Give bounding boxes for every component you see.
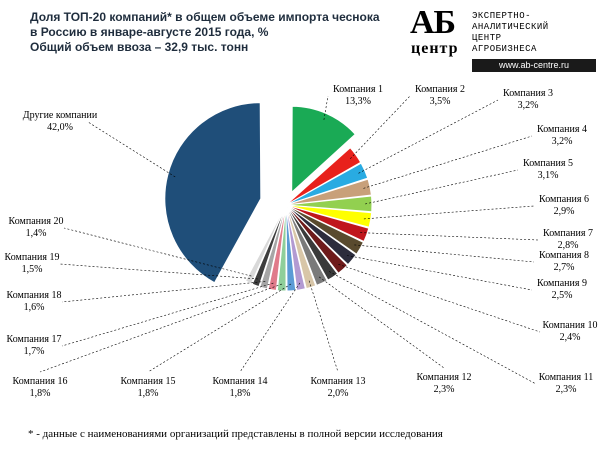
logo-mark: АБ центр — [408, 4, 470, 60]
leader-line-8 — [354, 244, 535, 263]
slice-value-8: 2,7% — [554, 262, 575, 273]
leader-line-17 — [61, 282, 274, 347]
logo-text-line-1: ЭКСПЕРТНО- — [472, 11, 532, 21]
leader-line-13 — [308, 280, 339, 373]
slice-value-1: 13,3% — [345, 96, 371, 107]
slice-value-3: 3,2% — [518, 100, 539, 111]
slice-value-11: 2,3% — [556, 384, 577, 395]
logo-mark-letters: АБ — [410, 4, 456, 41]
logo-text-line-2: АНАЛИТИЧЕСКИЙ — [472, 22, 549, 32]
slice-value-7: 2,8% — [558, 240, 579, 251]
slice-value-16: 1,8% — [30, 388, 51, 399]
slice-value-6: 2,9% — [554, 206, 575, 217]
pie-slice-11 — [285, 204, 339, 281]
slice-label-8: Компания 8 — [539, 250, 589, 261]
pie-slice-1 — [291, 105, 356, 194]
slice-value-12: 2,3% — [434, 384, 455, 395]
slice-label-14: Компания 14 — [213, 376, 268, 387]
leader-line-15 — [147, 283, 292, 373]
pie-slices — [164, 102, 373, 292]
pie-slice-8 — [285, 204, 365, 255]
title-line-1: Доля ТОП-20 компаний* в общем объеме имп… — [30, 10, 380, 24]
slice-label-16: Компания 16 — [13, 376, 68, 387]
slice-value-2: 3,5% — [430, 96, 451, 107]
pie-slice-14 — [285, 204, 306, 291]
slice-label-10: Компания 10 — [543, 320, 598, 331]
pie-slice-9 — [285, 204, 357, 266]
slice-label-12: Компания 12 — [417, 372, 472, 383]
slice-label-11: Компания 11 — [539, 372, 594, 383]
pie-slice-3 — [285, 162, 369, 206]
slice-value-4: 3,2% — [552, 136, 573, 147]
footnote: * - данные с наименованиями организаций … — [28, 428, 443, 440]
slice-label-19: Компания 19 — [5, 252, 60, 263]
leader-line-21 — [87, 121, 176, 178]
slice-label-9: Компания 9 — [537, 278, 587, 289]
leader-line-16 — [39, 283, 283, 373]
ab-centre-logo: АБ центр ЭКСПЕРТНО- АНАЛИТИЧЕСКИЙ ЦЕНТР … — [408, 4, 598, 72]
slice-value-5: 3,1% — [538, 170, 559, 181]
leader-line-20 — [63, 227, 252, 277]
leader-line-14 — [239, 282, 301, 373]
slice-label-17: Компания 17 — [7, 334, 62, 345]
slice-label-20: Компания 20 — [9, 216, 64, 227]
pie-slice-5 — [285, 195, 373, 213]
leader-line-7 — [360, 232, 539, 241]
slice-label-4: Компания 4 — [537, 124, 587, 135]
pie-slice-19 — [251, 204, 287, 288]
slice-label-7: Компания 7 — [543, 228, 593, 239]
leader-line-9 — [346, 255, 533, 291]
slice-value-9: 2,5% — [552, 290, 573, 301]
slice-value-19: 1,5% — [22, 264, 43, 275]
pie-slice-10 — [285, 204, 349, 274]
pie-labels: Компания 113,3%Компания 23,5%Компания 33… — [5, 84, 598, 399]
pie-slice-12 — [285, 204, 328, 286]
title-line-2: в Россию в январе-августе 2015 года, % — [30, 25, 269, 39]
leader-line-4 — [363, 135, 533, 189]
leader-line-18 — [61, 281, 266, 303]
pie-slice-20 — [244, 204, 287, 285]
slice-value-14: 1,8% — [230, 388, 251, 399]
chart-title: Доля ТОП-20 компаний* в общем объеме имп… — [30, 10, 410, 55]
pie-slice-4 — [285, 178, 372, 206]
logo-text-line-4: АГРОБИЗНЕСА — [472, 44, 537, 54]
leader-line-5 — [365, 169, 519, 205]
slice-label-15: Компания 15 — [121, 376, 176, 387]
leader-line-11 — [328, 271, 537, 385]
leader-line-1 — [323, 95, 329, 120]
leader-line-19 — [59, 263, 259, 280]
slice-value-10: 2,4% — [560, 332, 581, 343]
leader-line-2 — [349, 95, 411, 160]
logo-mark-sub: центр — [411, 40, 459, 57]
pie-slice-21 — [164, 102, 262, 284]
pie-slice-2 — [285, 147, 362, 206]
slice-label-1: Компания 1 — [333, 84, 383, 95]
slice-label-6: Компания 6 — [539, 194, 589, 205]
title-line-3: Общий объем ввоза – 32,9 тыс. тонн — [30, 40, 249, 54]
slice-value-13: 2,0% — [328, 388, 349, 399]
pie-leader-lines — [39, 95, 541, 385]
slice-value-18: 1,6% — [24, 302, 45, 313]
leader-line-6 — [363, 205, 535, 220]
slice-label-3: Компания 3 — [503, 88, 553, 99]
logo-text-line-3: ЦЕНТР — [472, 33, 502, 43]
pie-slice-13 — [285, 204, 317, 290]
logo-text: ЭКСПЕРТНО- АНАЛИТИЧЕСКИЙ ЦЕНТР АГРОБИЗНЕ… — [472, 11, 598, 55]
slice-value-17: 1,7% — [24, 346, 45, 357]
slice-value-20: 1,4% — [26, 228, 47, 239]
slice-value-15: 1,8% — [138, 388, 159, 399]
slice-label-13: Компания 13 — [311, 376, 366, 387]
logo-url: www.ab-centre.ru — [472, 59, 596, 72]
leader-line-10 — [338, 264, 541, 333]
slice-label-21: Другие компании — [23, 110, 98, 121]
slice-value-21: 42,0% — [47, 122, 73, 133]
leader-line-3 — [358, 99, 499, 174]
pie-slice-15 — [285, 204, 297, 292]
slice-label-2: Компания 2 — [415, 84, 465, 95]
pie-slice-7 — [285, 204, 370, 243]
slice-label-18: Компания 18 — [7, 290, 62, 301]
leader-line-12 — [318, 276, 445, 369]
slice-label-5: Компания 5 — [523, 158, 573, 169]
